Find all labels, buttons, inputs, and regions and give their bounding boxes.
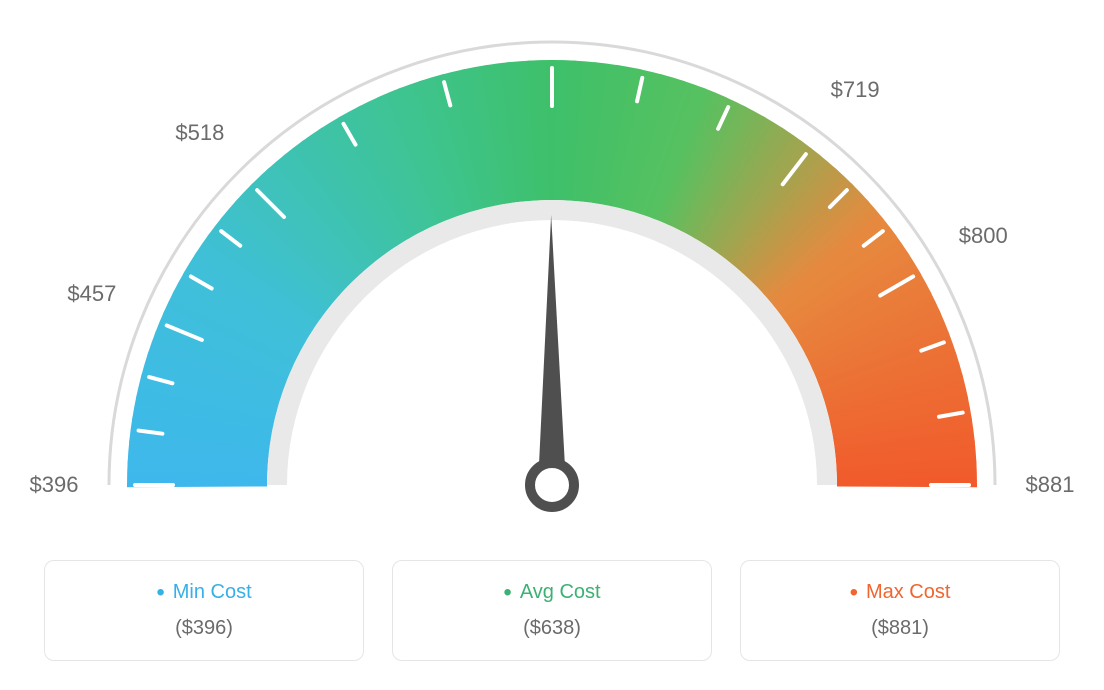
gauge-svg [0,0,1104,530]
legend-card-min: Min Cost ($396) [44,560,364,661]
gauge-needle-hub [530,463,574,507]
gauge-tick-label: $518 [175,120,224,146]
legend-title-max: Max Cost [751,579,1049,607]
legend-value-min: ($396) [55,617,353,640]
gauge-tick-label: $719 [831,77,880,103]
legend-row: Min Cost ($396) Avg Cost ($638) Max Cost… [0,530,1104,661]
legend-card-max: Max Cost ($881) [740,560,1060,661]
legend-card-avg: Avg Cost ($638) [392,560,712,661]
legend-title-avg: Avg Cost [403,579,701,607]
gauge-tick-label: $881 [1026,472,1075,498]
legend-value-avg: ($638) [403,617,701,640]
gauge-tick-label: $396 [30,472,79,498]
gauge-chart: $396$457$518$638$719$800$881 [0,0,1104,530]
legend-title-min: Min Cost [55,579,353,607]
gauge-tick-label: $457 [67,281,116,307]
gauge-needle [538,215,566,485]
legend-value-max: ($881) [751,617,1049,640]
gauge-tick-label: $800 [959,223,1008,249]
